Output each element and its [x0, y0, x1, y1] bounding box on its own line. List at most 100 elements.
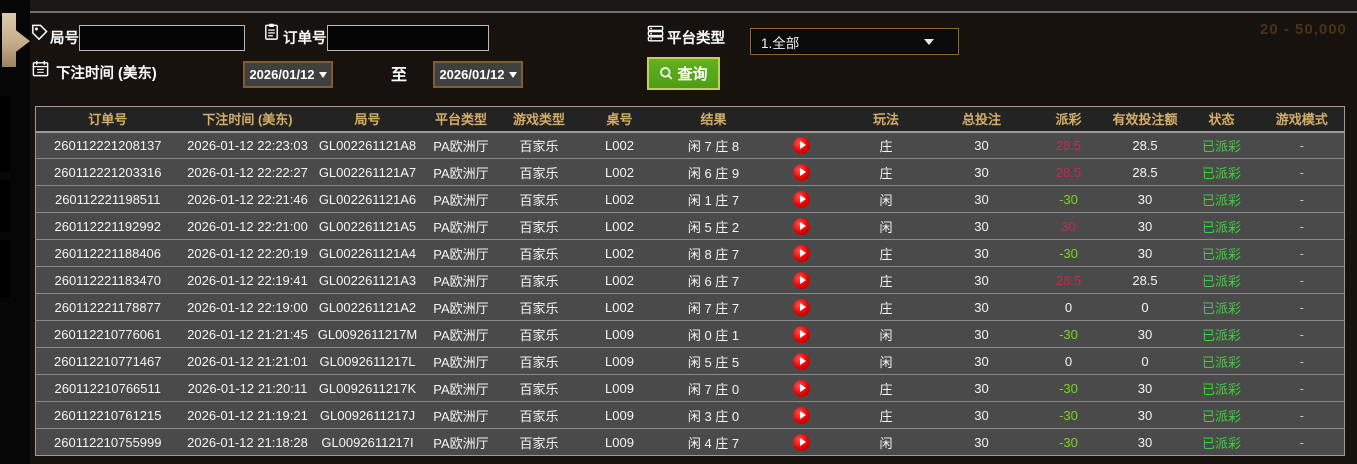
cell-mode: - — [1259, 320, 1345, 348]
cell-status: 已派彩 — [1183, 374, 1260, 402]
cell-valid: 30 — [1106, 320, 1184, 348]
cell-round: GL0092611217L — [315, 347, 420, 375]
column-header-payout: 派彩 — [1030, 106, 1107, 133]
round-number-label: 局号 — [50, 31, 79, 47]
cell-platform: PA欧洲厅 — [419, 185, 503, 213]
cell-game: 百家乐 — [502, 401, 576, 429]
cell-mode: - — [1259, 401, 1345, 429]
cell-order: 260112210761215 — [35, 401, 180, 429]
cell-platform: PA欧洲厅 — [419, 347, 503, 375]
cell-bet: 庄 — [839, 401, 933, 429]
calendar-icon — [31, 59, 50, 78]
column-header-round: 局号 — [315, 106, 420, 133]
column-header-order: 订单号 — [35, 106, 180, 133]
date-range-to-label: 至 — [391, 67, 408, 84]
cell-payout: 28.5 — [1030, 266, 1107, 294]
cell-bet: 闲 — [839, 428, 933, 456]
table-row: 260112210776061 2026-01-12 21:21:45 GL0092… — [35, 320, 1345, 348]
cell-time: 2026-01-12 22:21:00 — [179, 212, 316, 240]
cell-mode: - — [1259, 347, 1345, 375]
cell-order: 260112221178877 — [35, 293, 180, 321]
cell-game: 百家乐 — [502, 212, 576, 240]
cell-round: GL0092611217I — [315, 428, 420, 456]
cell-payout: -30 — [1030, 428, 1107, 456]
cell-table: L002 — [575, 158, 664, 186]
cell-game: 百家乐 — [502, 320, 576, 348]
cell-total: 30 — [932, 347, 1031, 375]
replay-play-button[interactable] — [793, 163, 810, 181]
cell-time: 2026-01-12 21:18:28 — [179, 428, 316, 456]
replay-play-button[interactable] — [793, 379, 810, 397]
cell-mode: - — [1259, 374, 1345, 402]
cell-round: GL0092611217J — [315, 401, 420, 429]
cell-platform: PA欧洲厅 — [419, 239, 503, 267]
cell-result: 闲 6 庄 7 — [663, 266, 764, 294]
replay-play-button[interactable] — [793, 352, 810, 370]
cell-order: 260112210776061 — [35, 320, 180, 348]
cell-total: 30 — [932, 185, 1031, 213]
replay-play-button[interactable] — [793, 433, 810, 451]
cell-play — [763, 212, 840, 240]
cell-platform: PA欧洲厅 — [419, 374, 503, 402]
cell-game: 百家乐 — [502, 293, 576, 321]
cell-game: 百家乐 — [502, 239, 576, 267]
round-number-input[interactable] — [79, 25, 245, 51]
tag-icon — [30, 23, 49, 42]
cell-mode: - — [1259, 239, 1345, 267]
orders-table-wrap: 订单号 下注时间 (美东) 局号 平台类型 游戏类型 桌号 结果 玩法 总投注 派彩 有效投注额 状态… — [35, 106, 1345, 456]
cell-result: 闲 5 庄 5 — [663, 347, 764, 375]
cell-table: L002 — [575, 185, 664, 213]
cell-payout: 28.5 — [1030, 131, 1107, 159]
cell-round: GL002261121A2 — [315, 293, 420, 321]
cell-order: 260112221192992 — [35, 212, 180, 240]
cell-status: 已派彩 — [1183, 401, 1260, 429]
search-icon — [660, 67, 673, 80]
cell-mode: - — [1259, 185, 1345, 213]
cell-bet: 庄 — [839, 266, 933, 294]
column-header-result: 结果 — [663, 106, 764, 133]
cell-valid: 30 — [1106, 374, 1184, 402]
date-from-picker[interactable]: 2026/01/12 — [243, 61, 333, 88]
table-row: 260112221203316 2026-01-12 22:22:27 GL0022… — [35, 158, 1345, 186]
replay-play-button[interactable] — [793, 325, 810, 343]
table-row: 260112210761215 2026-01-12 21:19:21 GL0092… — [35, 401, 1345, 429]
cell-table: L002 — [575, 131, 664, 159]
replay-play-button[interactable] — [793, 136, 810, 154]
cell-platform: PA欧洲厅 — [419, 428, 503, 456]
date-from-value: 2026/01/12 — [249, 67, 315, 82]
cell-play — [763, 158, 840, 186]
cell-result: 闲 5 庄 2 — [663, 212, 764, 240]
cell-table: L002 — [575, 212, 664, 240]
cell-platform: PA欧洲厅 — [419, 266, 503, 294]
search-button[interactable]: 查询 — [647, 57, 720, 90]
cell-payout: -30 — [1030, 401, 1107, 429]
cell-time: 2026-01-12 22:23:03 — [179, 131, 316, 159]
replay-play-button[interactable] — [793, 298, 810, 316]
cell-valid: 30 — [1106, 239, 1184, 267]
background-block — [0, 96, 10, 172]
cell-table: L009 — [575, 347, 664, 375]
table-row: 260112221198511 2026-01-12 22:21:46 GL0022… — [35, 185, 1345, 213]
cell-order: 260112221183470 — [35, 266, 180, 294]
order-number-label: 订单号 — [283, 31, 327, 47]
cell-valid: 30 — [1106, 401, 1184, 429]
cell-bet: 庄 — [839, 239, 933, 267]
cell-round: GL002261121A8 — [315, 131, 420, 159]
date-to-value: 2026/01/12 — [439, 67, 505, 82]
platform-type-select[interactable]: 1.全部 — [750, 28, 959, 55]
replay-play-button[interactable] — [793, 190, 810, 208]
replay-play-button[interactable] — [793, 271, 810, 289]
cell-time: 2026-01-12 21:19:21 — [179, 401, 316, 429]
cell-platform: PA欧洲厅 — [419, 401, 503, 429]
cell-round: GL002261121A7 — [315, 158, 420, 186]
cell-payout: -30 — [1030, 239, 1107, 267]
replay-play-button[interactable] — [793, 244, 810, 262]
order-number-input[interactable] — [327, 25, 489, 51]
replay-play-button[interactable] — [793, 406, 810, 424]
cell-time: 2026-01-12 21:20:11 — [179, 374, 316, 402]
cell-result: 闲 7 庄 0 — [663, 374, 764, 402]
cell-total: 30 — [932, 239, 1031, 267]
replay-play-button[interactable] — [793, 217, 810, 235]
date-to-picker[interactable]: 2026/01/12 — [433, 61, 523, 88]
cell-round: GL0092611217M — [315, 320, 420, 348]
